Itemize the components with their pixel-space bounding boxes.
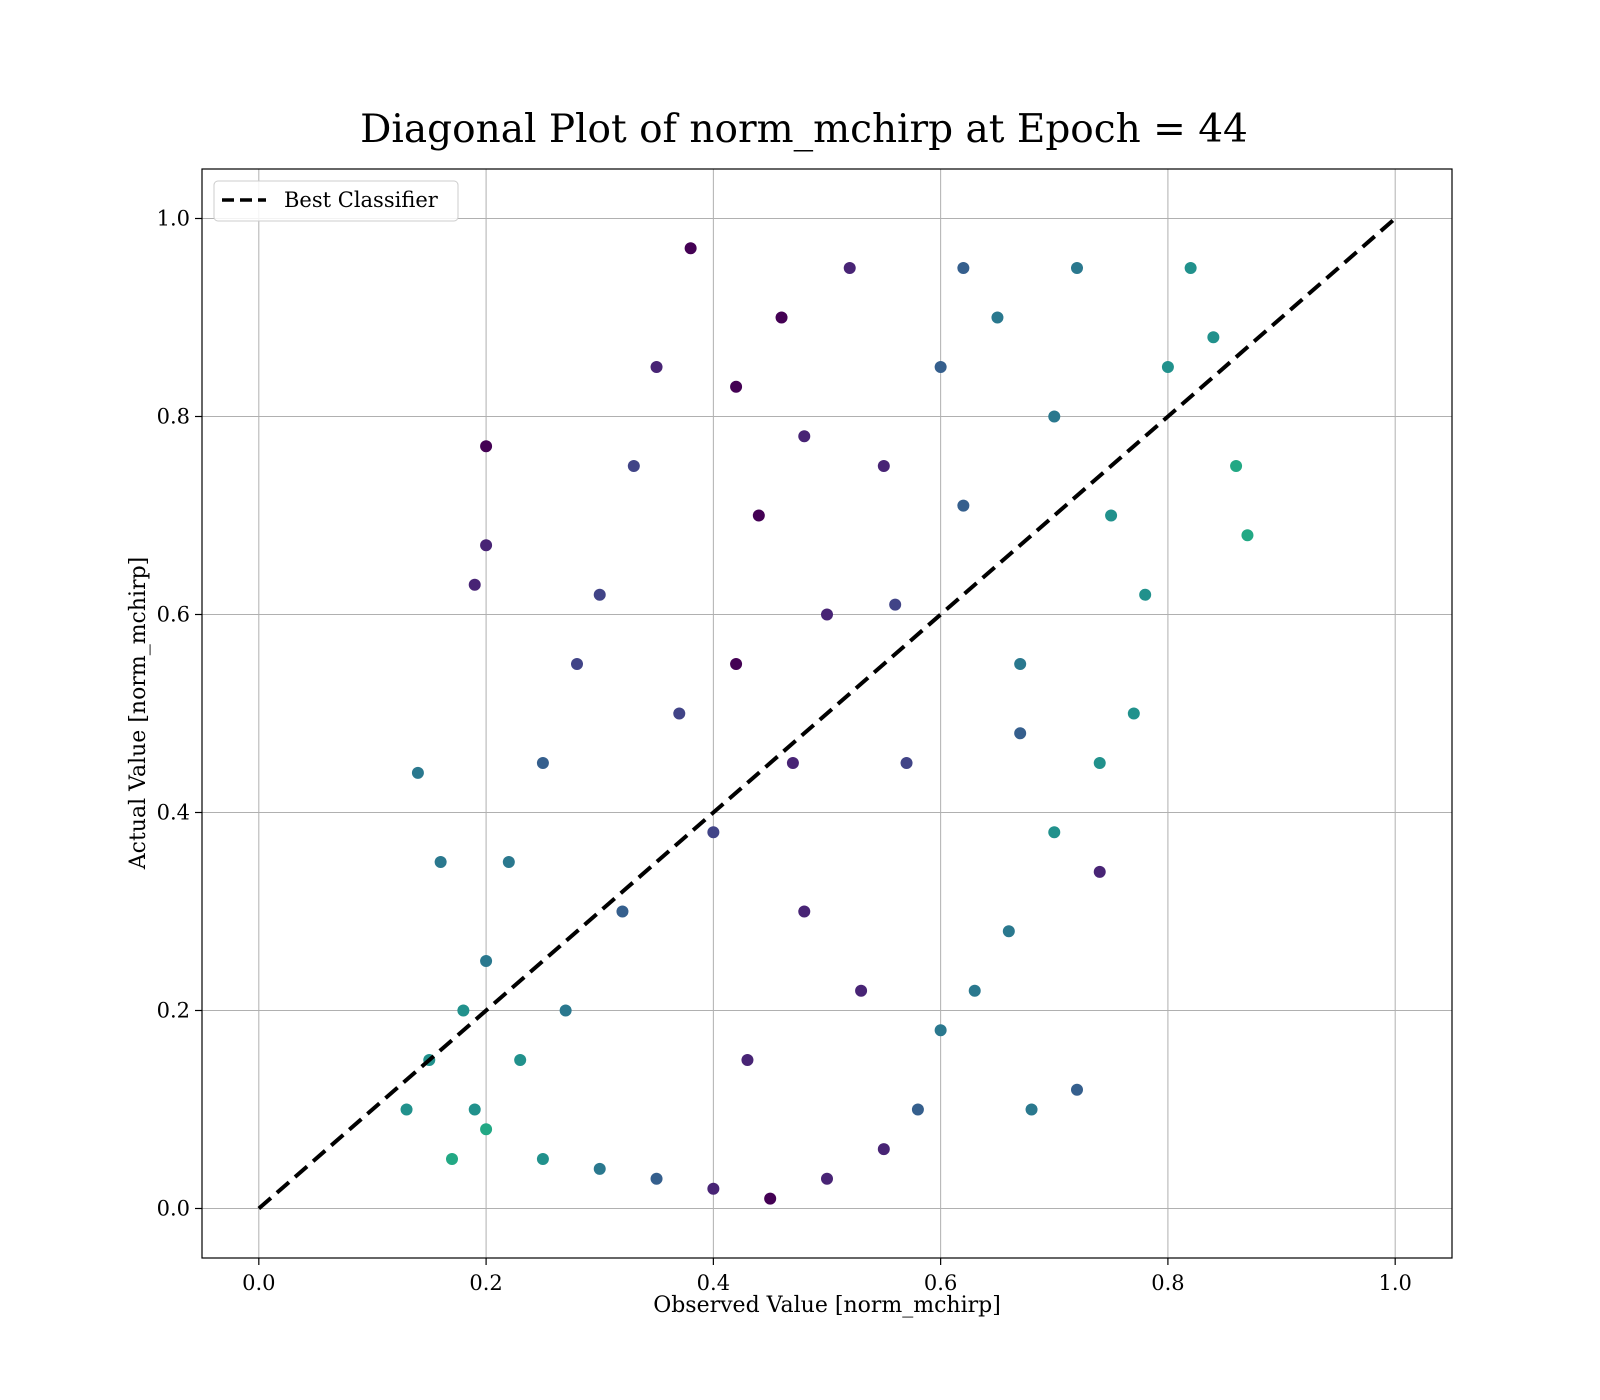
scatter-point: [1139, 588, 1152, 601]
scatter-point: [1002, 925, 1015, 938]
scatter-point: [900, 757, 913, 769]
scatter-point: [480, 1123, 493, 1136]
best-classifier-line: [257, 216, 1397, 1211]
scatter-point: [707, 826, 720, 839]
scatter-point: [1093, 865, 1106, 878]
scatter-point: [1014, 658, 1027, 670]
x-tick-label-5: 1.0: [1378, 1271, 1411, 1295]
scatter-point: [650, 361, 663, 373]
scatter-point: [968, 984, 981, 997]
y-tick-label-3: 0.6: [157, 603, 190, 627]
scatter-point: [536, 1153, 549, 1165]
scatter-point: [1127, 707, 1140, 720]
scatter-point: [650, 1172, 663, 1185]
legend: Best Classifier: [213, 180, 459, 222]
scatter-point: [1105, 509, 1118, 522]
scatter-points: [400, 242, 1254, 1205]
scatter-point: [1161, 361, 1174, 373]
scatter-point: [468, 1103, 481, 1116]
y-tick-label-0: 0.0: [157, 1197, 190, 1221]
scatter-point: [571, 658, 583, 670]
scatter-point: [786, 757, 799, 769]
scatter-point: [480, 539, 493, 552]
scatter-point: [1241, 529, 1254, 542]
x-tick-label-3: 0.6: [924, 1271, 957, 1295]
scatter-point: [1048, 826, 1061, 839]
scatter-point: [514, 1054, 527, 1066]
legend-box: [213, 180, 459, 222]
x-tick-label-4: 0.8: [1151, 1271, 1184, 1295]
scatter-point: [411, 766, 424, 779]
legend-entry-best-classifier: Best Classifier: [284, 188, 439, 212]
scatter-point: [1093, 757, 1106, 769]
scatter-point: [1048, 410, 1061, 423]
y-axis-ticks: 0.0 0.2 0.4 0.6 0.8 1.0: [157, 207, 202, 1221]
scatter-point: [911, 1103, 924, 1116]
scatter-point: [457, 1004, 470, 1017]
y-axis-label: Actual Value [norm_mchirp]: [126, 557, 151, 871]
scatter-point: [593, 1162, 606, 1175]
scatter-point: [855, 984, 868, 997]
scatter-point: [798, 430, 811, 443]
scatter-point: [843, 262, 856, 274]
x-tick-label-0: 0.0: [242, 1271, 275, 1295]
scatter-point: [991, 311, 1004, 324]
scatter-point: [468, 578, 481, 591]
scatter-point: [730, 658, 743, 670]
scatter-point: [821, 608, 833, 621]
scatter-point: [957, 499, 970, 512]
scatter-point: [480, 440, 493, 453]
scatter-point: [593, 588, 606, 601]
scatter-point: [1071, 262, 1083, 274]
scatter-point: [536, 757, 549, 769]
y-tick-label-5: 1.0: [157, 207, 190, 231]
scatter-point: [889, 598, 902, 611]
scatter-point: [446, 1153, 458, 1165]
plot-frame: [201, 168, 1453, 1259]
y-tick-label-2: 0.4: [157, 801, 190, 825]
scatter-point: [684, 242, 697, 255]
x-axis-label: Observed Value [norm_mchirp]: [653, 1293, 1001, 1318]
scatter-point: [1207, 331, 1220, 344]
scatter-point: [1071, 1083, 1083, 1096]
x-tick-label-2: 0.4: [697, 1271, 730, 1295]
scatter-point: [627, 460, 640, 472]
scatter-point: [821, 1172, 833, 1185]
scatter-point: [434, 856, 447, 868]
scatter-point: [616, 905, 629, 918]
scatter-point: [1230, 460, 1243, 472]
scatter-point: [741, 1054, 754, 1066]
scatter-point: [673, 707, 686, 720]
x-tick-label-1: 0.2: [469, 1271, 502, 1295]
scatter-point: [934, 361, 947, 373]
scatter-point: [502, 856, 515, 868]
scatter-point: [934, 1024, 947, 1037]
x-axis-ticks: 0.0 0.2 0.4 0.6 0.8 1.0: [242, 1258, 1412, 1295]
scatter-point: [707, 1182, 720, 1195]
scatter-point: [730, 380, 743, 393]
y-tick-label-4: 0.8: [157, 405, 190, 429]
y-tick-label-1: 0.2: [157, 999, 190, 1023]
scatter-point: [798, 905, 811, 918]
scatter-point: [877, 460, 890, 472]
scatter-point: [1184, 262, 1197, 274]
scatter-point: [877, 1143, 890, 1156]
scatter-point: [775, 311, 788, 324]
scatter-point: [764, 1192, 777, 1205]
scatter-point: [400, 1103, 413, 1116]
scatter-point: [1014, 727, 1027, 740]
scatter-point: [1025, 1103, 1038, 1116]
chart-title: Diagonal Plot of norm_mchirp at Epoch = …: [360, 107, 1248, 152]
scatter-point: [752, 509, 765, 522]
scatter-point: [957, 262, 970, 274]
scatter-point: [480, 955, 493, 967]
scatter-point: [559, 1004, 572, 1017]
